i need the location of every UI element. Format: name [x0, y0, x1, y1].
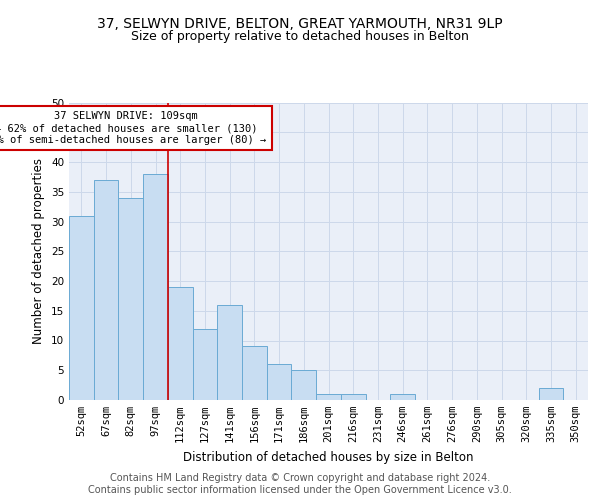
Bar [539, 388, 563, 400]
Bar [267, 364, 292, 400]
Text: 37 SELWYN DRIVE: 109sqm
← 62% of detached houses are smaller (130)
38% of semi-d: 37 SELWYN DRIVE: 109sqm ← 62% of detache… [0, 112, 266, 144]
Text: 37, SELWYN DRIVE, BELTON, GREAT YARMOUTH, NR31 9LP: 37, SELWYN DRIVE, BELTON, GREAT YARMOUTH… [97, 18, 503, 32]
Text: Size of property relative to detached houses in Belton: Size of property relative to detached ho… [131, 30, 469, 43]
Y-axis label: Number of detached properties: Number of detached properties [32, 158, 46, 344]
Bar [193, 328, 217, 400]
Bar [316, 394, 341, 400]
Text: Contains HM Land Registry data © Crown copyright and database right 2024.
Contai: Contains HM Land Registry data © Crown c… [88, 474, 512, 495]
Bar [390, 394, 415, 400]
Bar [143, 174, 168, 400]
Bar [69, 216, 94, 400]
Bar [217, 305, 242, 400]
Bar [94, 180, 118, 400]
Bar [292, 370, 316, 400]
X-axis label: Distribution of detached houses by size in Belton: Distribution of detached houses by size … [183, 450, 474, 464]
Bar [242, 346, 267, 400]
Bar [118, 198, 143, 400]
Bar [341, 394, 365, 400]
Bar [168, 287, 193, 400]
